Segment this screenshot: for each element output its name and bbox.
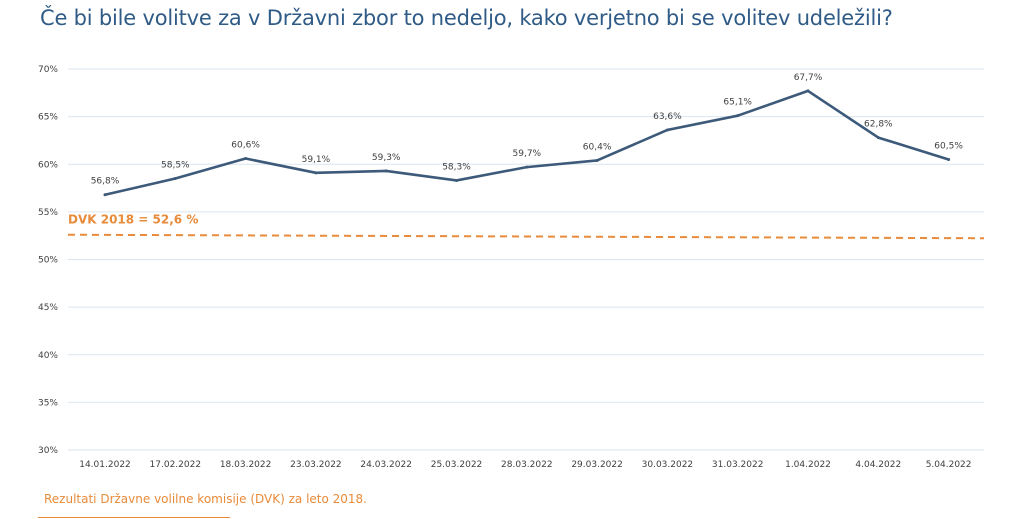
x-tick-label: 24.03.2022	[360, 460, 412, 470]
x-tick-label: 25.03.2022	[431, 460, 483, 470]
data-label: 62,8%	[864, 120, 893, 130]
x-axis-tick-labels: 14.01.2022 17.02.2022 18.03.2022 23.03.2022…	[79, 460, 971, 470]
data-point	[806, 89, 810, 93]
x-tick-label: 17.02.2022	[150, 460, 202, 470]
y-tick-label: 45%	[38, 303, 58, 313]
data-label: 60,6%	[231, 141, 260, 151]
data-label: 60,5%	[934, 141, 963, 151]
y-tick-label: 30%	[38, 446, 58, 456]
x-tick-label: 4.04.2022	[855, 460, 901, 470]
data-point	[173, 177, 177, 181]
data-point	[947, 157, 951, 161]
x-tick-label: 1.04.2022	[785, 460, 831, 470]
data-label: 63,6%	[653, 112, 682, 122]
x-tick-label: 30.03.2022	[642, 460, 694, 470]
data-point	[525, 165, 529, 169]
data-label: 59,1%	[302, 155, 331, 165]
x-tick-label: 29.03.2022	[571, 460, 623, 470]
x-tick-label: 28.03.2022	[501, 460, 553, 470]
data-point	[665, 128, 669, 132]
y-tick-label: 55%	[38, 208, 58, 218]
data-label: 58,5%	[161, 161, 190, 171]
data-point	[455, 178, 458, 182]
data-label: 58,3%	[442, 162, 471, 172]
data-label: 60,4%	[583, 142, 612, 152]
grid-lines	[68, 68, 984, 451]
x-tick-label: 31.03.2022	[712, 460, 764, 470]
series-group	[103, 89, 951, 197]
y-axis-tick-labels: 30% 35% 40% 45% 50% 55% 60% 65% 70%	[38, 65, 58, 456]
x-tick-label: 18.03.2022	[220, 460, 272, 470]
x-tick-label: 14.01.2022	[79, 460, 131, 470]
data-label: 59,7%	[513, 149, 542, 159]
y-tick-label: 60%	[38, 160, 58, 170]
data-point	[595, 158, 599, 162]
footnote-divider	[38, 517, 230, 518]
data-point	[103, 193, 107, 197]
y-tick-label: 50%	[38, 256, 58, 266]
data-label: 56,8%	[91, 177, 120, 187]
data-point	[876, 136, 880, 140]
data-point	[384, 169, 388, 173]
source-footnote: Rezultati Državne volilne komisije (DVK)…	[44, 492, 367, 506]
data-label: 65,1%	[723, 98, 752, 108]
chart-title: Če bi bile volitve za v Državni zbor to …	[40, 6, 893, 30]
reference-line-group: DVK 2018 = 52,6 %	[67, 213, 985, 240]
data-point	[244, 157, 248, 161]
data-labels: 56,8% 58,5% 60,6% 59,1% 59,3% 58,3% 59,7% 60,4%…	[91, 73, 964, 187]
y-tick-label: 70%	[38, 65, 58, 75]
data-label: 67,7%	[794, 73, 823, 83]
y-tick-label: 65%	[38, 113, 58, 123]
data-label: 59,3%	[372, 153, 401, 163]
reference-line	[67, 233, 985, 240]
data-point	[736, 114, 740, 118]
y-tick-label: 35%	[38, 398, 58, 408]
y-tick-label: 40%	[38, 351, 58, 361]
x-tick-label: 5.04.2022	[926, 460, 972, 470]
x-tick-label: 23.03.2022	[290, 460, 342, 470]
reference-line-label: DVK 2018 = 52,6 %	[68, 213, 198, 227]
data-point	[314, 171, 318, 175]
